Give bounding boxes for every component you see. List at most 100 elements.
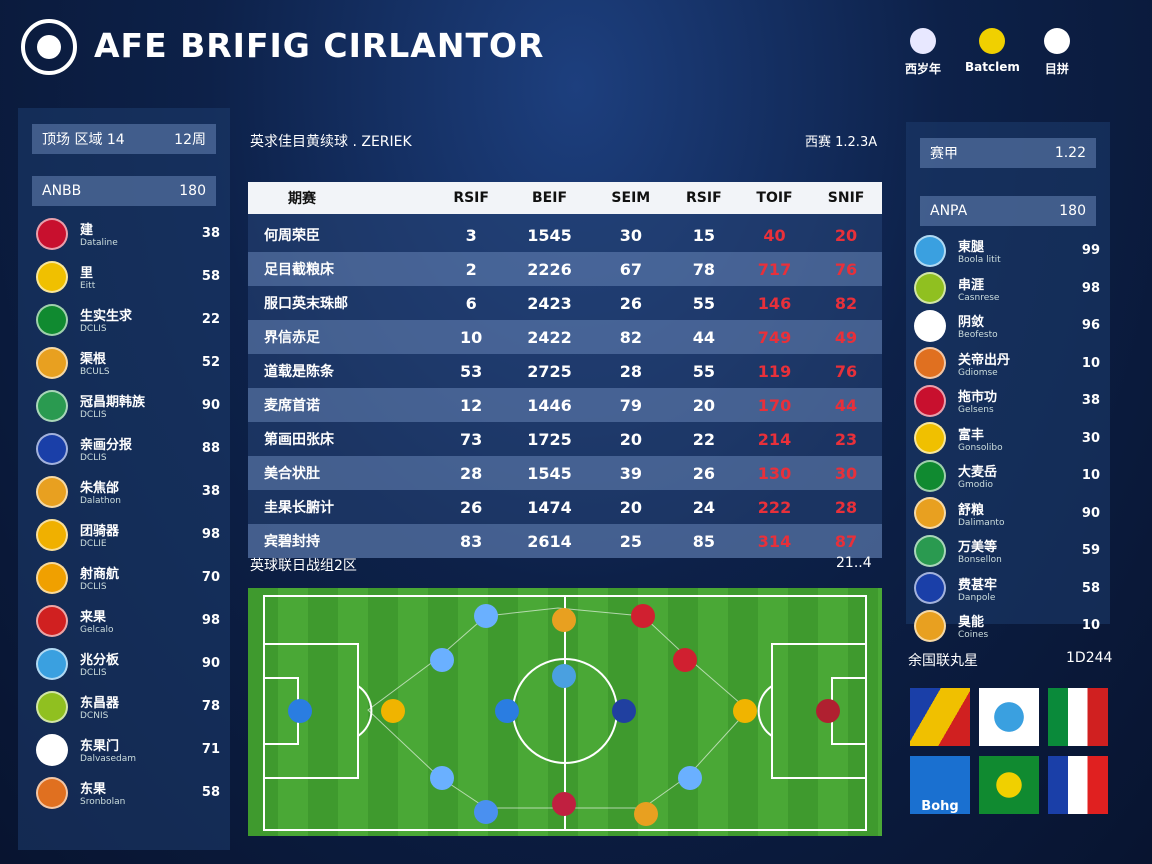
team-row: 東腿 Boola litit 99 — [906, 232, 1110, 270]
team-name: 亲画分报 — [80, 438, 133, 453]
team-flag — [36, 604, 68, 637]
team-name: 来果 — [80, 610, 107, 625]
header-label: 顶场 区域 14 — [42, 132, 125, 148]
logo — [21, 19, 77, 75]
team-flag — [914, 272, 946, 305]
team-sub: DCLIS — [80, 453, 107, 463]
table-row: 何周荣臣 3 1545 30 15 40 20 — [248, 218, 882, 252]
table-cell: 83 — [436, 524, 507, 558]
team-name: 大麦岳 — [958, 465, 998, 481]
team-value: 98 — [1081, 280, 1100, 296]
table-cell: 79 — [592, 388, 669, 422]
table-cell: 2423 — [527, 293, 572, 313]
table-cell: 44 — [668, 320, 739, 354]
table-cell: 28 — [619, 361, 642, 381]
table-row: 第画田张床 73 1725 20 22 214 23 — [248, 422, 882, 456]
table-row: 道载是陈条 53 2725 28 55 119 76 — [248, 354, 882, 388]
flag-tile — [979, 688, 1039, 746]
team-row: 建 Dataline 38 — [18, 212, 230, 255]
team-row: 东果门 Dalvasedam 71 — [18, 728, 230, 771]
table-cell: 25 — [592, 524, 669, 558]
app-title: AFE BRIFIG CIRLANTOR — [94, 26, 545, 65]
team-name: 建 — [80, 223, 94, 238]
team-name: 冠昌期韩族 — [80, 395, 146, 410]
table-cell: 26 — [668, 456, 739, 490]
team-value: 58 — [201, 269, 220, 284]
team-value: 10 — [1081, 618, 1100, 634]
team-sub: DCNIS — [80, 711, 109, 721]
table-cell: 何周荣臣 — [264, 228, 320, 244]
table-cell: 214 — [757, 429, 792, 449]
table-wrap: 期赛 RSIF BEIF SEIM RSIF TOIF SNIF 何周荣臣 3 1545 30 15 4… — [248, 182, 882, 558]
team-row: 生实生求 DCLIS 22 — [18, 298, 230, 341]
team-row: 团骑器 DCLIE 98 — [18, 513, 230, 556]
table-cell: 82 — [592, 320, 669, 354]
header-label: 赛甲 — [930, 146, 958, 162]
team-sub: BCULS — [80, 367, 110, 377]
team-value: 71 — [201, 742, 220, 757]
team-text: 关帝出丹 Gdiomse — [958, 349, 1010, 378]
team-sub: DCLIS — [80, 410, 107, 420]
team-flag — [36, 733, 68, 766]
table-cell: 85 — [668, 524, 739, 558]
team-sub: Casnrese — [958, 292, 1000, 303]
team-sub: Dalathon — [80, 496, 121, 506]
team-value: 96 — [1081, 318, 1100, 334]
header-label: ANBB — [42, 183, 82, 199]
right-section-label: 余国联丸星 — [908, 653, 978, 669]
team-value: 10 — [1081, 468, 1100, 484]
icon-label: Batclem — [965, 60, 1020, 74]
table-cell: 1545 — [506, 456, 593, 490]
table-cell: 2422 — [506, 320, 593, 354]
team-sub: Coines — [958, 630, 989, 641]
team-value: 10 — [1081, 355, 1100, 371]
icon-label: 西岁年 — [905, 62, 942, 76]
table-cell: 23 — [834, 429, 858, 449]
column-header: RSIF — [668, 182, 739, 214]
header-icon: 目拼 — [1043, 28, 1070, 77]
icon-glyph — [979, 28, 1006, 54]
team-row: 朱焦邰 Dalathon 38 — [18, 470, 230, 513]
team-flag — [36, 432, 68, 465]
team-row: 万美等 Bonsellon 59 — [906, 532, 1110, 570]
table-cell: 20 — [834, 225, 858, 245]
team-flag — [914, 497, 946, 530]
team-row: 兆分板 DCLIS 90 — [18, 642, 230, 685]
team-text: 东果门 Dalvasedam — [80, 735, 136, 764]
team-text: 团骑器 DCLIE — [80, 520, 119, 549]
table-cell: 麦席首诺 — [248, 388, 437, 422]
team-flag — [914, 572, 946, 605]
team-name: 费甚牢 — [958, 577, 998, 593]
team-value: 90 — [201, 656, 220, 671]
table-cell: 1725 — [527, 429, 572, 449]
team-value: 38 — [201, 484, 220, 499]
table-cell: 49 — [810, 320, 882, 354]
table-cell: 26 — [460, 497, 483, 517]
team-text: 建 Dataline — [80, 219, 118, 248]
player-markers — [288, 604, 840, 826]
table-cell: 749 — [738, 320, 811, 354]
team-value: 58 — [1081, 580, 1100, 596]
team-text: 拖市功 Gelsens — [958, 386, 997, 415]
table-cell: 130 — [738, 456, 811, 490]
section-value: 21..4 — [836, 555, 872, 571]
team-text: 来果 Gelcalo — [80, 606, 113, 635]
table-row: 美合状肚 28 1545 39 26 130 30 — [248, 456, 882, 490]
team-sub: Dalvasedam — [80, 754, 137, 764]
team-sub: Bonsellon — [958, 555, 1002, 566]
header-icon: Batclem — [965, 28, 1020, 77]
team-flag — [36, 561, 68, 594]
team-flag — [914, 384, 946, 417]
table-cell: 足目截粮床 — [248, 252, 437, 286]
team-value: 58 — [201, 785, 220, 800]
team-sub: Dataline — [80, 238, 118, 248]
team-flag — [914, 347, 946, 380]
header-value: 180 — [179, 183, 206, 199]
column-header: RSIF — [436, 182, 507, 214]
team-row: 舒粮 Dalimanto 90 — [906, 495, 1110, 533]
table-cell: 39 — [592, 456, 669, 490]
team-name: 阴敛 — [958, 315, 985, 331]
table-cell: 美合状肚 — [248, 456, 437, 490]
header-label: ANPA — [930, 203, 968, 219]
team-name: 里 — [80, 266, 94, 281]
